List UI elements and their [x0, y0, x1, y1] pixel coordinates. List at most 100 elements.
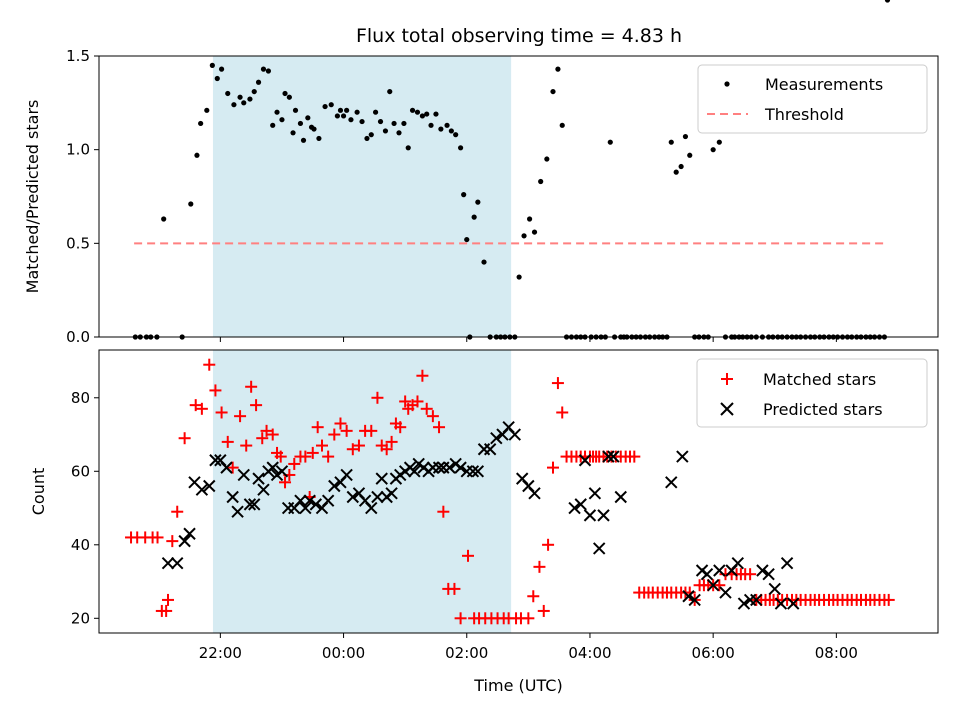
bottom-y-axis-label: Count — [29, 468, 48, 516]
measurement-point — [481, 259, 487, 265]
measurement-point — [255, 79, 262, 85]
matched-star-point — [203, 358, 216, 371]
matched-star-point — [380, 443, 393, 456]
measurement-point — [260, 66, 267, 72]
matched-star-point — [279, 476, 292, 489]
predicted-star-point — [597, 509, 610, 522]
predicted-star-point — [528, 487, 541, 500]
matched-stars-series — [125, 358, 895, 625]
matched-star-point — [394, 421, 407, 434]
predicted-star-point — [178, 534, 191, 548]
measurement-point — [414, 109, 421, 115]
measurement-point — [368, 132, 374, 138]
predicted-star-point — [231, 505, 244, 518]
measurement-point — [322, 103, 328, 110]
measurement-point — [453, 132, 459, 138]
matched-star-point — [346, 443, 359, 456]
measurement-point — [516, 274, 522, 280]
measurement-point — [316, 135, 322, 142]
measurement-point — [251, 88, 257, 95]
measurement-point — [198, 120, 204, 127]
measurement-point — [344, 107, 350, 113]
predicted-star-point — [365, 501, 378, 515]
matched-star-point — [522, 612, 535, 625]
predicted-star-point — [719, 586, 732, 599]
matched-star-point — [546, 461, 559, 474]
measurement-point — [682, 133, 689, 140]
predicted-star-point — [408, 465, 421, 478]
matched-star-point — [420, 402, 433, 415]
matched-star-point — [306, 446, 319, 459]
measurement-point — [448, 128, 454, 134]
measurement-point — [204, 107, 210, 113]
predicted-star-point — [574, 498, 587, 511]
top-legend-box — [697, 64, 928, 134]
matched-star-point — [416, 369, 429, 382]
measurement-point — [884, 0, 891, 3]
x-tick-label: 04:00 — [568, 644, 611, 662]
matched-star-point — [315, 439, 328, 452]
predicted-star-point — [309, 498, 323, 511]
measurement-point — [396, 130, 402, 136]
measurement-point — [300, 137, 307, 143]
legend-predicted-label: Predicted stars — [763, 400, 883, 419]
predicted-star-point — [762, 567, 775, 581]
predicted-star-point — [706, 579, 720, 592]
matched-star-point — [433, 421, 446, 434]
predicted-star-point — [257, 483, 270, 496]
bottom-y-ticks: 20 40 60 80 — [71, 389, 99, 627]
measurement-point — [716, 139, 722, 145]
predicted-star-point — [787, 597, 800, 610]
x-axis-label: Time (UTC) — [473, 676, 562, 695]
matched-star-point — [527, 590, 540, 603]
matched-star-point — [744, 568, 757, 581]
legend-predicted-marker — [720, 402, 734, 416]
predicted-star-point — [346, 490, 360, 504]
predicted-star-point — [607, 450, 620, 463]
predicted-star-point — [321, 494, 335, 507]
legend-matched-label: Matched stars — [763, 370, 876, 389]
measurement-point — [270, 122, 276, 128]
predicted-star-point — [688, 593, 701, 607]
bottom-x-ticks: 22:00 00:00 02:00 04:00 06:00 08:00 — [199, 633, 858, 662]
matched-star-point — [161, 593, 174, 606]
measurement-point — [237, 94, 243, 100]
matched-star-point — [365, 424, 378, 437]
x-tick-label: 00:00 — [322, 644, 365, 662]
matched-star-point — [334, 417, 347, 430]
measurement-point — [401, 120, 407, 127]
predicted-star-point — [375, 472, 388, 485]
top-legend: Measurements Threshold — [697, 64, 928, 134]
measurement-point — [214, 75, 220, 82]
matched-star-point — [533, 560, 546, 573]
measurement-point — [531, 229, 538, 235]
matched-star-point — [250, 399, 263, 412]
matched-star-point — [454, 612, 467, 625]
top-y-tick-label: 0.5 — [66, 234, 90, 252]
measurement-point — [297, 120, 304, 127]
matched-star-point — [882, 593, 895, 606]
top-x-ticks — [219, 337, 837, 342]
matched-star-point — [411, 395, 424, 408]
measurement-point — [424, 111, 430, 117]
measurement-point — [438, 126, 444, 132]
measurement-point — [265, 68, 272, 74]
predicted-star-point — [237, 468, 250, 482]
top-axes-frame — [98, 55, 939, 338]
predicted-star-point — [737, 597, 751, 610]
legend-measurements-marker — [724, 81, 730, 87]
measurement-point — [521, 233, 527, 239]
predicted-star-point — [471, 465, 485, 478]
predicted-star-point — [665, 476, 678, 489]
matched-star-point — [340, 424, 353, 437]
bottom-legend-box — [696, 358, 928, 428]
measurement-point — [538, 178, 544, 185]
top-y-tick-label: 1.0 — [66, 141, 90, 159]
predicted-star-point — [248, 498, 261, 511]
x-tick-label: 02:00 — [445, 644, 488, 662]
matched-star-point — [542, 538, 555, 551]
matched-star-point — [556, 406, 569, 419]
predicted-star-point — [568, 501, 581, 515]
measurement-point — [387, 88, 393, 95]
